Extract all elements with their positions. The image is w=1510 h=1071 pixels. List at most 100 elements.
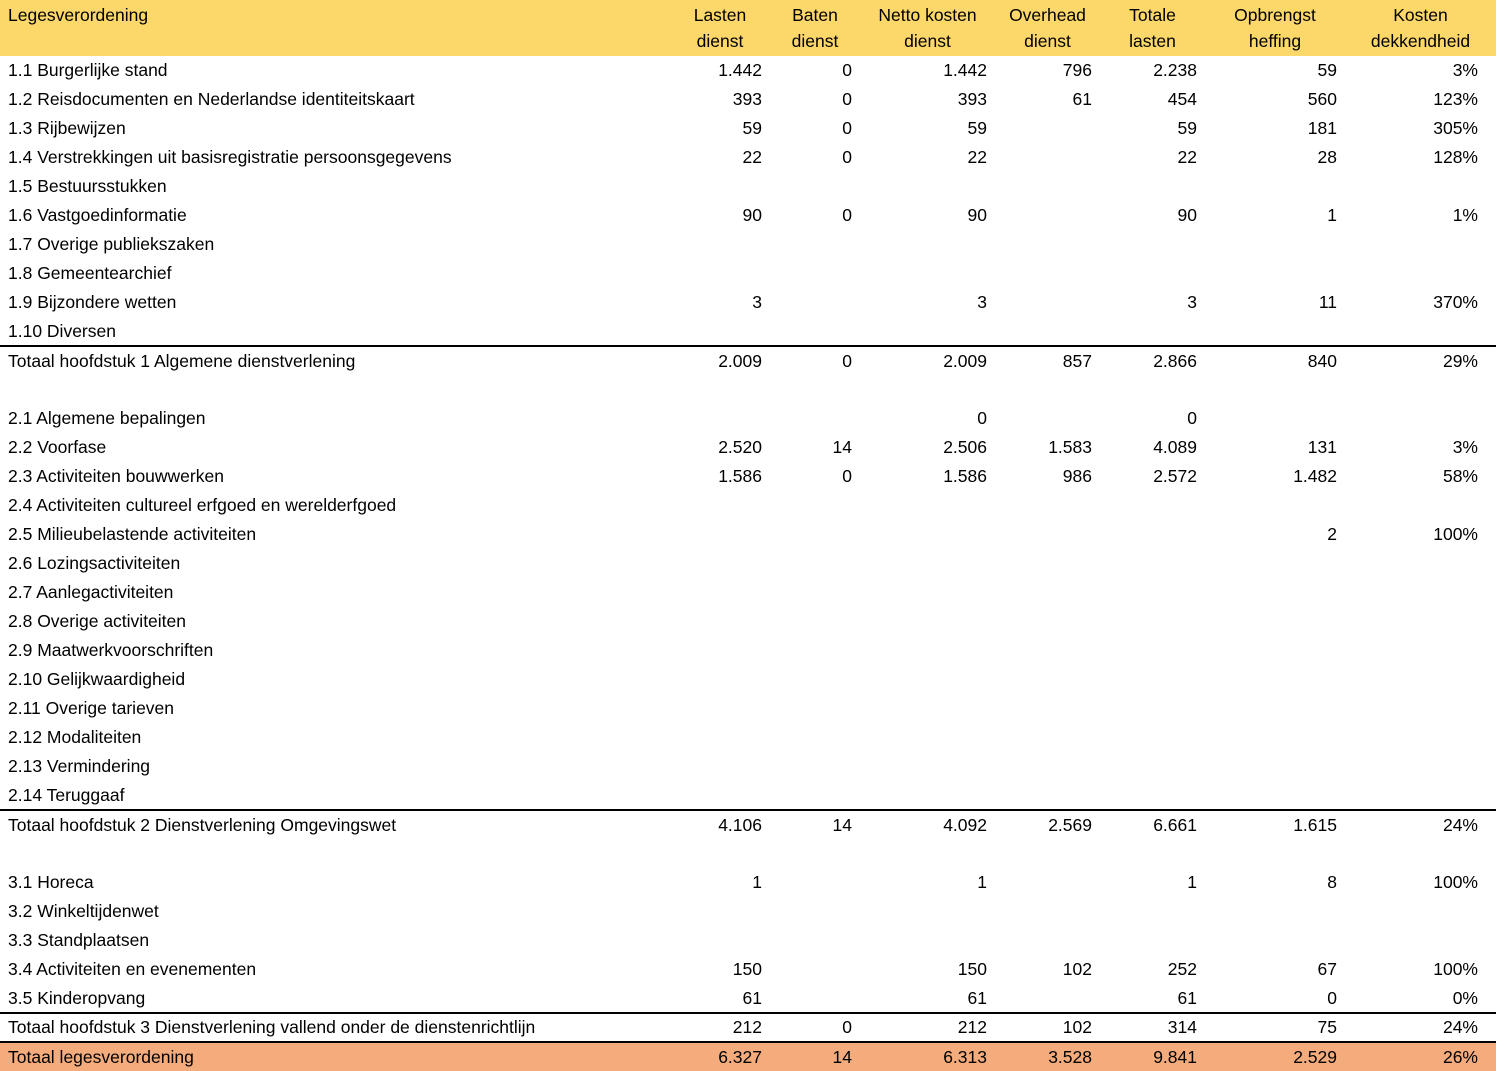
row-label: 2.6 Lozingsactiviteiten <box>8 553 181 573</box>
row-label: 2.8 Overige activiteiten <box>8 611 187 631</box>
cell-kosten-dekkendheid <box>1345 375 1496 404</box>
row-label: 1.5 Bestuursstukken <box>8 176 167 196</box>
cell-opbrengst-heffing <box>1205 578 1345 607</box>
row-label: 1.8 Gemeentearchief <box>8 263 172 283</box>
section-total-row: Totaal hoofdstuk 2 Dienstverlening Omgev… <box>0 809 1496 839</box>
cell-kosten-dekkendheid <box>1345 259 1496 288</box>
cell-kosten-dekkendheid: 24% <box>1345 809 1496 839</box>
cell-kosten-dekkendheid: 123% <box>1433 89 1478 109</box>
cell-opbrengst-heffing: 2 <box>1327 524 1337 544</box>
cell-overhead-dienst <box>995 752 1100 781</box>
cell-baten-dienst: 14 <box>832 437 852 457</box>
cell-opbrengst-heffing <box>1205 172 1345 201</box>
cell-overhead-dienst <box>995 578 1100 607</box>
cell-lasten-dienst <box>670 781 770 810</box>
cell-opbrengst-heffing: 1.615 <box>1205 809 1345 839</box>
cell-totale-lasten <box>1100 694 1205 723</box>
cell-overhead-dienst <box>995 114 1100 143</box>
cell-overhead-dienst <box>995 665 1100 694</box>
cell-lasten-dienst <box>670 897 770 926</box>
cell-totale-lasten: 252 <box>1167 959 1197 979</box>
cell-totale-lasten <box>1100 317 1205 346</box>
cell-lasten-dienst: 212 <box>670 1012 770 1042</box>
cell-baten-dienst <box>770 375 860 404</box>
cell-kosten-dekkendheid <box>1345 694 1496 723</box>
column-header-line: Overhead <box>1009 5 1086 25</box>
row-label: 2.1 Algemene bepalingen <box>8 408 206 428</box>
cell-kosten-dekkendheid: 3% <box>1452 60 1478 80</box>
cell-totale-lasten <box>1100 752 1205 781</box>
cell-opbrengst-heffing: 8 <box>1327 872 1337 892</box>
cell-opbrengst-heffing <box>1205 897 1345 926</box>
cell-kosten-dekkendheid: 100% <box>1433 524 1478 544</box>
cell-baten-dienst <box>770 636 860 665</box>
row-label: 2.12 Modaliteiten <box>8 727 142 747</box>
cell-netto-kosten-dienst <box>860 230 995 259</box>
section-total-row: Totaal hoofdstuk 1 Algemene dienstverlen… <box>0 345 1496 375</box>
row-label: 2.13 Vermindering <box>8 756 151 776</box>
table-row: 3.2 Winkeltijdenwet <box>0 897 1496 926</box>
cell-baten-dienst <box>770 607 860 636</box>
cell-lasten-dienst: 2.009 <box>670 345 770 375</box>
cell-totale-lasten <box>1100 375 1205 404</box>
cell-overhead-dienst <box>995 839 1100 868</box>
cell-opbrengst-heffing <box>1205 317 1345 346</box>
cell-totale-lasten: 6.661 <box>1100 809 1205 839</box>
cell-totale-lasten <box>1100 636 1205 665</box>
cell-baten-dienst <box>770 839 860 868</box>
row-label: 2.10 Gelijkwaardigheid <box>8 669 186 689</box>
cell-opbrengst-heffing <box>1205 549 1345 578</box>
cell-opbrengst-heffing: 1.482 <box>1293 466 1337 486</box>
row-label <box>0 839 670 868</box>
cell-lasten-dienst: 22 <box>742 147 762 167</box>
cell-baten-dienst <box>770 259 860 288</box>
cell-opbrengst-heffing <box>1205 259 1345 288</box>
cell-totale-lasten <box>1100 578 1205 607</box>
column-header-line: Kosten <box>1393 5 1448 25</box>
cell-overhead-dienst <box>995 781 1100 810</box>
table-row: 1.1 Burgerlijke stand 1.442 0 1.442 796 2.238… <box>0 56 1496 85</box>
cell-totale-lasten: 9.841 <box>1100 1041 1205 1071</box>
cell-totale-lasten: 22 <box>1177 147 1197 167</box>
row-label: Totaal legesverordening <box>0 1041 670 1071</box>
cell-totale-lasten: 2.866 <box>1100 345 1205 375</box>
grand-total-row: Totaal legesverordening 6.327 14 6.313 3.528… <box>0 1041 1496 1071</box>
cell-baten-dienst <box>770 578 860 607</box>
cell-overhead-dienst <box>995 520 1100 549</box>
row-label: 1.2 Reisdocumenten en Nederlandse identi… <box>8 89 415 109</box>
cell-overhead-dienst <box>995 491 1100 520</box>
cell-opbrengst-heffing: 59 <box>1317 60 1337 80</box>
cell-overhead-dienst: 61 <box>1072 89 1092 109</box>
table-row: 1.3 Rijbewijzen 59 0 59 59 181 305% <box>0 114 1496 143</box>
cell-baten-dienst <box>770 520 860 549</box>
row-label: 2.14 Teruggaaf <box>8 784 125 805</box>
column-header-netto-kosten-dienst: Netto kosten dienst <box>860 0 995 56</box>
cell-netto-kosten-dienst <box>860 491 995 520</box>
cell-opbrengst-heffing: 75 <box>1205 1012 1345 1042</box>
cell-opbrengst-heffing <box>1205 781 1345 810</box>
cell-baten-dienst <box>770 317 860 346</box>
cell-baten-dienst: 14 <box>770 809 860 839</box>
cell-netto-kosten-dienst: 1.442 <box>943 60 987 80</box>
cell-kosten-dekkendheid <box>1345 607 1496 636</box>
cell-baten-dienst <box>770 549 860 578</box>
cell-baten-dienst: 0 <box>770 345 860 375</box>
cell-totale-lasten <box>1100 723 1205 752</box>
cell-baten-dienst <box>770 955 860 984</box>
cell-netto-kosten-dienst: 2.009 <box>860 345 995 375</box>
column-header-opbrengst-heffing: Opbrengst heffing <box>1205 0 1345 56</box>
cell-overhead-dienst <box>995 984 1100 1013</box>
table-row: 1.9 Bijzondere wetten 3 3 3 11 370% <box>0 288 1496 317</box>
row-label: 2.5 Milieubelastende activiteiten <box>8 524 257 544</box>
cell-overhead-dienst <box>995 868 1100 897</box>
table-row: 2.2 Voorfase 2.520 14 2.506 1.583 4.089 131 3% <box>0 433 1496 462</box>
cell-netto-kosten-dienst <box>860 839 995 868</box>
cell-netto-kosten-dienst <box>860 926 995 955</box>
cell-overhead-dienst: 2.569 <box>995 809 1100 839</box>
cell-opbrengst-heffing <box>1205 636 1345 665</box>
row-label: 1.7 Overige publiekszaken <box>8 234 215 254</box>
cell-opbrengst-heffing <box>1205 375 1345 404</box>
cell-netto-kosten-dienst: 22 <box>967 147 987 167</box>
cell-totale-lasten <box>1100 549 1205 578</box>
column-header-line: lasten <box>1129 31 1176 51</box>
